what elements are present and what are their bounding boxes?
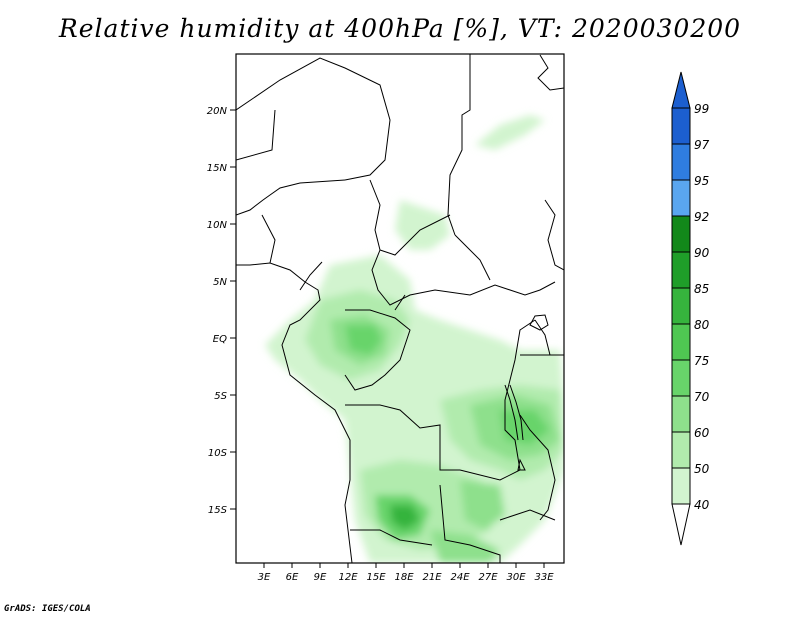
colorbar-segment [671, 251, 691, 289]
lat-label: 15N [207, 163, 228, 174]
colorbar-label: 50 [694, 462, 710, 476]
chart-title: Relative humidity at 400hPa [%], VT: 202… [58, 14, 742, 43]
colorbar-label: 85 [694, 282, 709, 296]
colorbar-bottom-arrow [671, 503, 691, 546]
colorbar-label: 92 [694, 210, 709, 224]
lon-label: 21E [422, 572, 442, 583]
lon-label: 12E [338, 572, 358, 583]
lakes [504, 54, 564, 471]
colorbar-segment [671, 143, 691, 181]
colorbar-segment [671, 215, 691, 253]
colorbar-label: 60 [694, 426, 710, 440]
colorbar-segment [671, 323, 691, 361]
lon-label: 24E [450, 572, 470, 583]
colorbar-label: 95 [694, 174, 709, 188]
colorbar-label: 97 [694, 138, 710, 152]
lon-label: 15E [366, 572, 386, 583]
lat-label: 5N [213, 277, 227, 288]
lon-label: 27E [478, 572, 498, 583]
lon-ticks [263, 563, 545, 568]
colorbar-segment [671, 431, 691, 469]
colorbar-segment [671, 359, 691, 397]
humidity-shading [265, 115, 564, 563]
colorbar-labels: 99 97 95 92 90 85 80 75 70 60 50 40 [694, 102, 710, 512]
colorbar-label: 99 [694, 102, 709, 116]
colorbar-label: 90 [694, 246, 710, 260]
lat-label: 15S [208, 505, 228, 516]
colorbar-label: 70 [694, 390, 710, 404]
colorbar-label: 75 [694, 354, 709, 368]
lon-label: 3E [258, 572, 271, 583]
lat-label: 5S [214, 391, 227, 402]
lat-label: EQ [213, 334, 227, 345]
lon-label: 33E [534, 572, 554, 583]
lat-label: 20N [207, 106, 228, 117]
lat-label: 10S [208, 448, 228, 459]
colorbar-segment [671, 107, 691, 145]
colorbar-segment [671, 467, 691, 505]
colorbar-segment [671, 395, 691, 433]
colorbar-top-arrow [671, 71, 691, 109]
lon-label: 9E [314, 572, 327, 583]
colorbar [671, 71, 691, 546]
colorbar-label: 40 [694, 498, 710, 512]
lon-label: 30E [506, 572, 526, 583]
colorbar-label: 80 [694, 318, 710, 332]
lat-labels: 20N 15N 10N 5N EQ 5S 10S 15S [207, 106, 228, 516]
lon-labels: 3E 6E 9E 12E 15E 18E 21E 24E 27E 30E 33E [258, 572, 555, 583]
country-borders [236, 54, 564, 563]
lon-label: 6E [286, 572, 299, 583]
colorbar-segment [671, 287, 691, 325]
colorbar-segment [671, 179, 691, 217]
grads-credit: GrADS: IGES/COLA [4, 604, 91, 614]
map-frame [235, 53, 565, 564]
lon-label: 18E [394, 572, 414, 583]
lat-ticks [230, 109, 236, 510]
lat-label: 10N [207, 220, 228, 231]
